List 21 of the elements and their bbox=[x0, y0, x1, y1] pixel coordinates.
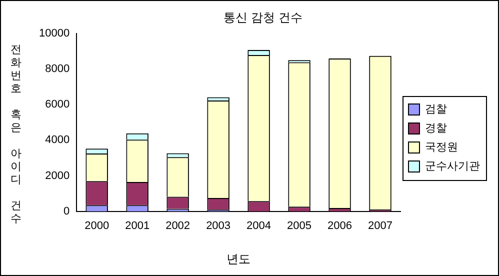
legend-label: 군수사기관 bbox=[425, 160, 480, 173]
x-tick-label: 2004 bbox=[246, 220, 272, 232]
y-tick-label: 4000 bbox=[45, 134, 70, 146]
legend-label: 검찰 bbox=[425, 104, 447, 116]
x-tick-label: 2000 bbox=[84, 220, 110, 232]
x-tick-label: 2002 bbox=[166, 220, 190, 232]
chart-title: 통신 감청 건수 bbox=[224, 10, 302, 25]
y-tick-label: 10000 bbox=[38, 27, 70, 40]
x-tick-label: 2001 bbox=[125, 220, 150, 232]
y-tick-label: 2000 bbox=[45, 170, 70, 182]
x-axis-title: 년도 bbox=[226, 252, 251, 266]
y-tick-label: 0 bbox=[63, 205, 70, 218]
x-tick-label: 2007 bbox=[368, 220, 392, 232]
legend-label: 경찰 bbox=[425, 122, 447, 135]
x-tick-label: 2005 bbox=[287, 220, 312, 232]
y-tick-label: 6000 bbox=[45, 98, 70, 111]
y-tick-label: 8000 bbox=[45, 63, 70, 76]
text: 전화번호 혹은 아이디 건수 bbox=[10, 43, 22, 225]
x-tick-label: 2006 bbox=[328, 220, 352, 232]
x-tick-label: 2003 bbox=[206, 220, 231, 232]
legend-label: 국정원 bbox=[425, 142, 458, 154]
